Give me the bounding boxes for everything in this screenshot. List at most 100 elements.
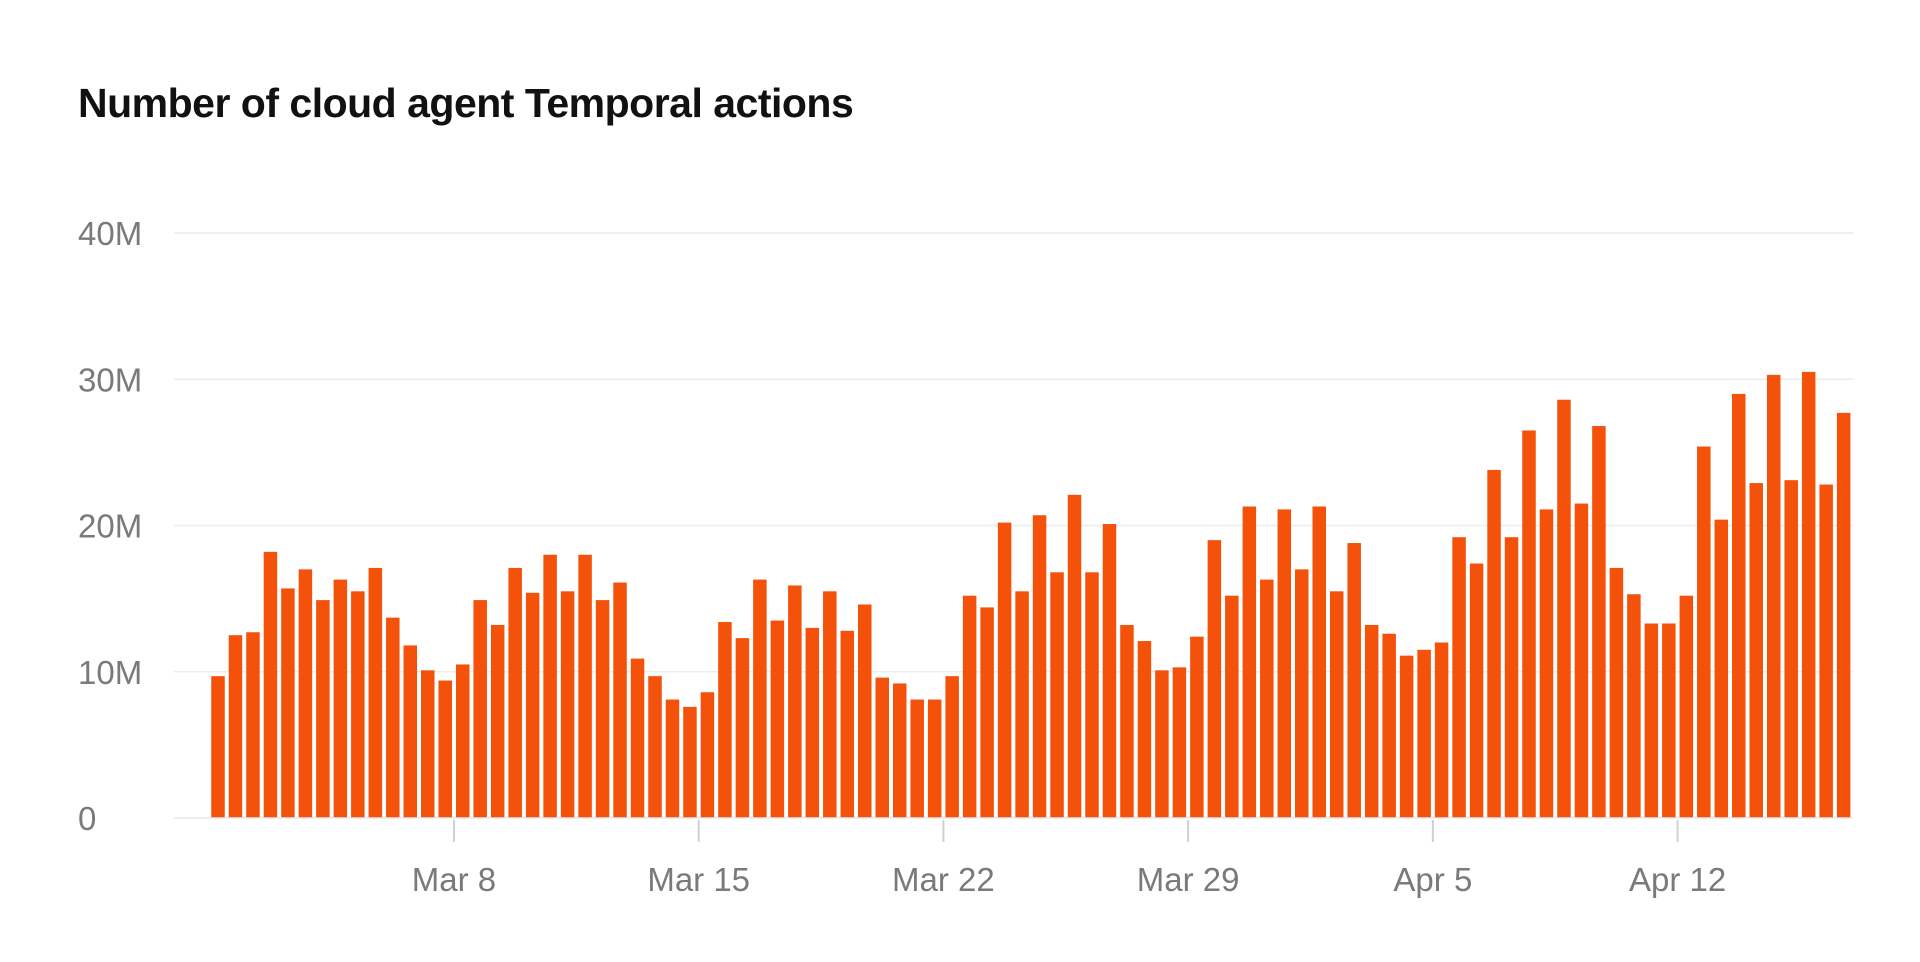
bar	[683, 706, 697, 818]
y-tick-label: 10M	[78, 654, 142, 691]
bar	[438, 680, 452, 818]
bar	[753, 579, 767, 818]
bar	[1277, 509, 1292, 818]
bar	[700, 692, 715, 818]
bar	[316, 600, 330, 818]
bar	[1732, 393, 1746, 819]
bar	[613, 582, 627, 818]
bar	[421, 670, 435, 818]
bar	[578, 554, 592, 818]
bar	[1504, 537, 1519, 818]
bar	[1242, 506, 1257, 818]
bar	[945, 676, 959, 818]
x-tick-label: Mar 22	[892, 861, 995, 898]
bar	[1801, 371, 1816, 818]
x-axis-ticks: Mar 8 Mar 15 Mar 22 Mar 29 Apr 5 Apr 12	[412, 820, 1726, 898]
bar	[1749, 483, 1763, 818]
bar	[1137, 641, 1152, 818]
bar	[1399, 655, 1414, 818]
bar	[630, 658, 645, 818]
bar	[1697, 446, 1711, 818]
bar	[1155, 670, 1169, 818]
bar	[1522, 430, 1536, 818]
bar	[648, 676, 662, 818]
bar	[1452, 537, 1466, 818]
bar	[1050, 572, 1064, 818]
bar	[1312, 506, 1326, 818]
bar	[1662, 623, 1676, 818]
bar	[1382, 633, 1396, 818]
bar	[1207, 540, 1222, 819]
x-tick-label: Apr 5	[1393, 861, 1472, 898]
bar	[735, 638, 750, 818]
bar	[805, 627, 820, 819]
bar	[1766, 374, 1781, 818]
bar	[1260, 579, 1274, 818]
y-tick-label: 40M	[78, 215, 142, 252]
bar	[1836, 412, 1851, 818]
bar	[1539, 509, 1554, 818]
bar	[1295, 569, 1309, 819]
bar	[508, 567, 522, 818]
bar	[1102, 524, 1117, 818]
bar	[211, 676, 225, 818]
bar	[1644, 623, 1659, 818]
bar	[788, 585, 802, 818]
bar	[1679, 595, 1694, 818]
bar	[1434, 642, 1449, 818]
bar	[246, 632, 260, 818]
bars	[211, 371, 1851, 819]
bar	[403, 645, 418, 818]
bar	[892, 683, 907, 818]
bar	[770, 620, 785, 818]
bar	[263, 551, 278, 818]
y-tick-label: 0	[78, 800, 96, 837]
bar	[875, 677, 889, 818]
bar	[665, 699, 680, 818]
bar	[1784, 480, 1798, 818]
bar	[1120, 624, 1134, 818]
bar	[1417, 649, 1431, 818]
x-tick-label: Mar 15	[647, 861, 750, 898]
bar	[1347, 543, 1361, 818]
bar	[997, 522, 1012, 818]
bar	[333, 579, 348, 818]
grid-lines	[174, 232, 1853, 673]
bar	[1015, 591, 1029, 818]
bar	[1172, 667, 1187, 818]
bar	[595, 600, 610, 818]
bar	[840, 630, 855, 818]
bar	[1627, 594, 1641, 818]
bar	[1225, 595, 1239, 818]
bar	[1592, 426, 1606, 818]
bar	[980, 607, 994, 818]
y-axis-labels: 0 10M 20M 30M 40M	[78, 215, 142, 837]
bar	[1469, 563, 1484, 818]
bar	[298, 569, 313, 819]
bar	[1557, 399, 1571, 818]
bar	[455, 664, 470, 818]
bar	[228, 635, 243, 818]
bar	[351, 591, 365, 818]
x-tick-label: Mar 8	[412, 861, 496, 898]
bar	[525, 592, 540, 818]
bar	[823, 591, 837, 818]
x-tick-label: Apr 12	[1629, 861, 1726, 898]
bar	[1487, 469, 1501, 818]
bar	[910, 699, 924, 818]
bar	[1190, 636, 1204, 818]
bar	[490, 624, 505, 818]
bar	[1329, 591, 1344, 818]
x-tick-label: Mar 29	[1137, 861, 1240, 898]
bar	[560, 591, 575, 818]
bar	[1714, 519, 1729, 818]
y-tick-label: 20M	[78, 508, 142, 545]
bar	[1609, 567, 1624, 818]
chart-title: Number of cloud agent Temporal actions	[78, 80, 854, 126]
bar	[1067, 494, 1082, 818]
bar	[368, 567, 383, 818]
bar	[1032, 515, 1047, 818]
y-tick-label: 30M	[78, 361, 142, 398]
bar	[1574, 503, 1589, 818]
